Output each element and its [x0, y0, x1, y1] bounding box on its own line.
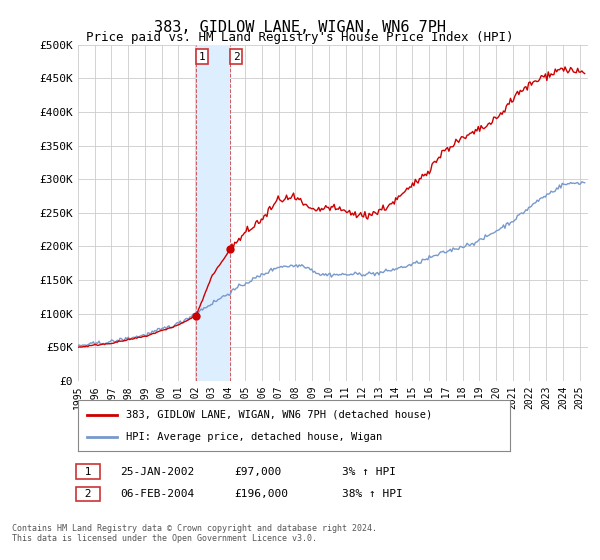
Text: 1: 1 — [78, 466, 98, 477]
Text: HPI: Average price, detached house, Wigan: HPI: Average price, detached house, Wiga… — [125, 432, 382, 442]
Text: 383, GIDLOW LANE, WIGAN, WN6 7PH (detached house): 383, GIDLOW LANE, WIGAN, WN6 7PH (detach… — [125, 409, 432, 419]
Text: 38% ↑ HPI: 38% ↑ HPI — [342, 489, 403, 499]
Text: £196,000: £196,000 — [234, 489, 288, 499]
Text: 1: 1 — [199, 52, 205, 62]
Text: 25-JAN-2002: 25-JAN-2002 — [120, 466, 194, 477]
Text: 06-FEB-2004: 06-FEB-2004 — [120, 489, 194, 499]
Bar — [196, 45, 230, 381]
Text: Price paid vs. HM Land Registry's House Price Index (HPI): Price paid vs. HM Land Registry's House … — [86, 31, 514, 44]
Text: 2: 2 — [78, 489, 98, 499]
Text: Contains HM Land Registry data © Crown copyright and database right 2024.
This d: Contains HM Land Registry data © Crown c… — [12, 524, 377, 543]
Text: £97,000: £97,000 — [234, 466, 281, 477]
Text: 2: 2 — [233, 52, 239, 62]
Text: 383, GIDLOW LANE, WIGAN, WN6 7PH: 383, GIDLOW LANE, WIGAN, WN6 7PH — [154, 20, 446, 35]
Text: 3% ↑ HPI: 3% ↑ HPI — [342, 466, 396, 477]
